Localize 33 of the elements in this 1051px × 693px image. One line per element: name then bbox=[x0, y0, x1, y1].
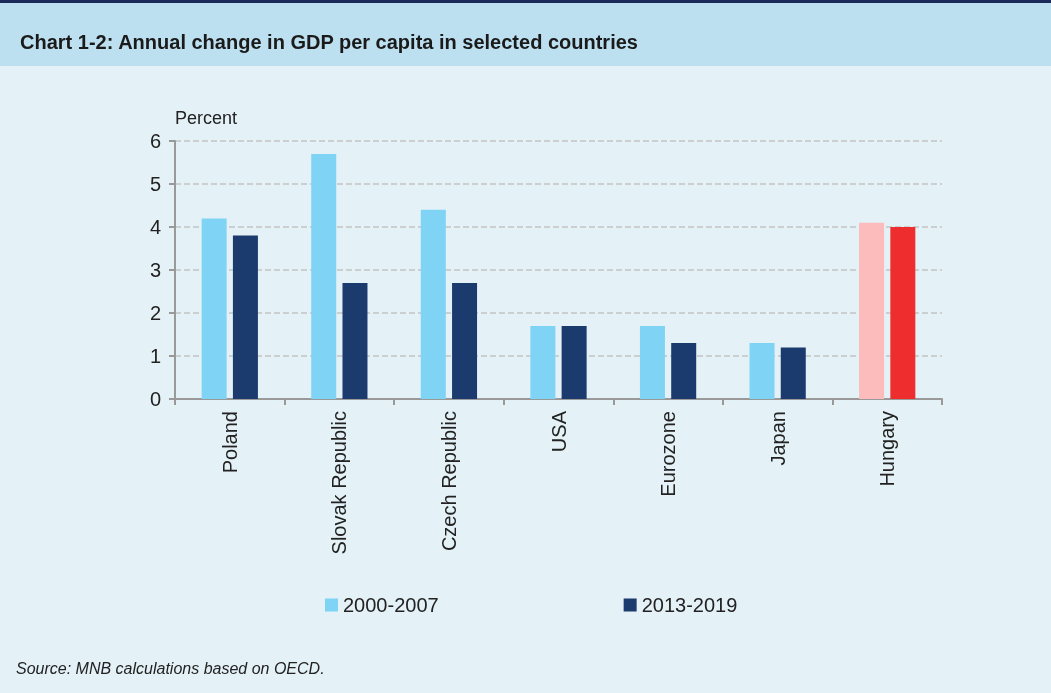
bar bbox=[890, 227, 916, 399]
y-tick-label: 4 bbox=[149, 216, 161, 238]
y-tick-label: 1 bbox=[149, 345, 161, 367]
bar bbox=[530, 325, 556, 399]
x-tick-label: Eurozone bbox=[657, 411, 680, 497]
y-axis-title: Percent bbox=[175, 108, 238, 128]
bar bbox=[232, 235, 258, 399]
x-tick-label: Czech Republic bbox=[437, 411, 460, 552]
bar bbox=[311, 153, 337, 399]
bar bbox=[671, 343, 697, 399]
legend-label: 2013-2019 bbox=[641, 594, 738, 616]
y-tick-label: 3 bbox=[149, 259, 161, 281]
bar bbox=[780, 347, 806, 399]
x-tick-label: Hungary bbox=[876, 411, 899, 487]
y-tick-label: 5 bbox=[149, 173, 161, 195]
x-tick-label: Poland bbox=[218, 411, 241, 474]
x-tick-label: Slovak Republic bbox=[328, 411, 351, 555]
bar bbox=[452, 282, 478, 399]
bar bbox=[749, 343, 775, 399]
bar bbox=[639, 325, 665, 399]
x-tick-label: Japan bbox=[766, 411, 789, 466]
bar bbox=[420, 209, 446, 399]
bar bbox=[859, 222, 885, 399]
y-tick-label: 2 bbox=[149, 302, 161, 324]
bar bbox=[561, 325, 587, 399]
y-tick-label: 0 bbox=[149, 388, 161, 410]
bar bbox=[201, 218, 227, 399]
chart-title: Chart 1-2: Annual change in GDP per capita in selected countries bbox=[20, 31, 638, 54]
y-tick-label: 6 bbox=[149, 130, 161, 152]
bar bbox=[342, 282, 368, 399]
x-tick-label: USA bbox=[547, 410, 570, 453]
legend-label: 2000-2007 bbox=[343, 594, 439, 616]
source-note: Source: MNB calculations based on OECD. bbox=[16, 660, 325, 678]
